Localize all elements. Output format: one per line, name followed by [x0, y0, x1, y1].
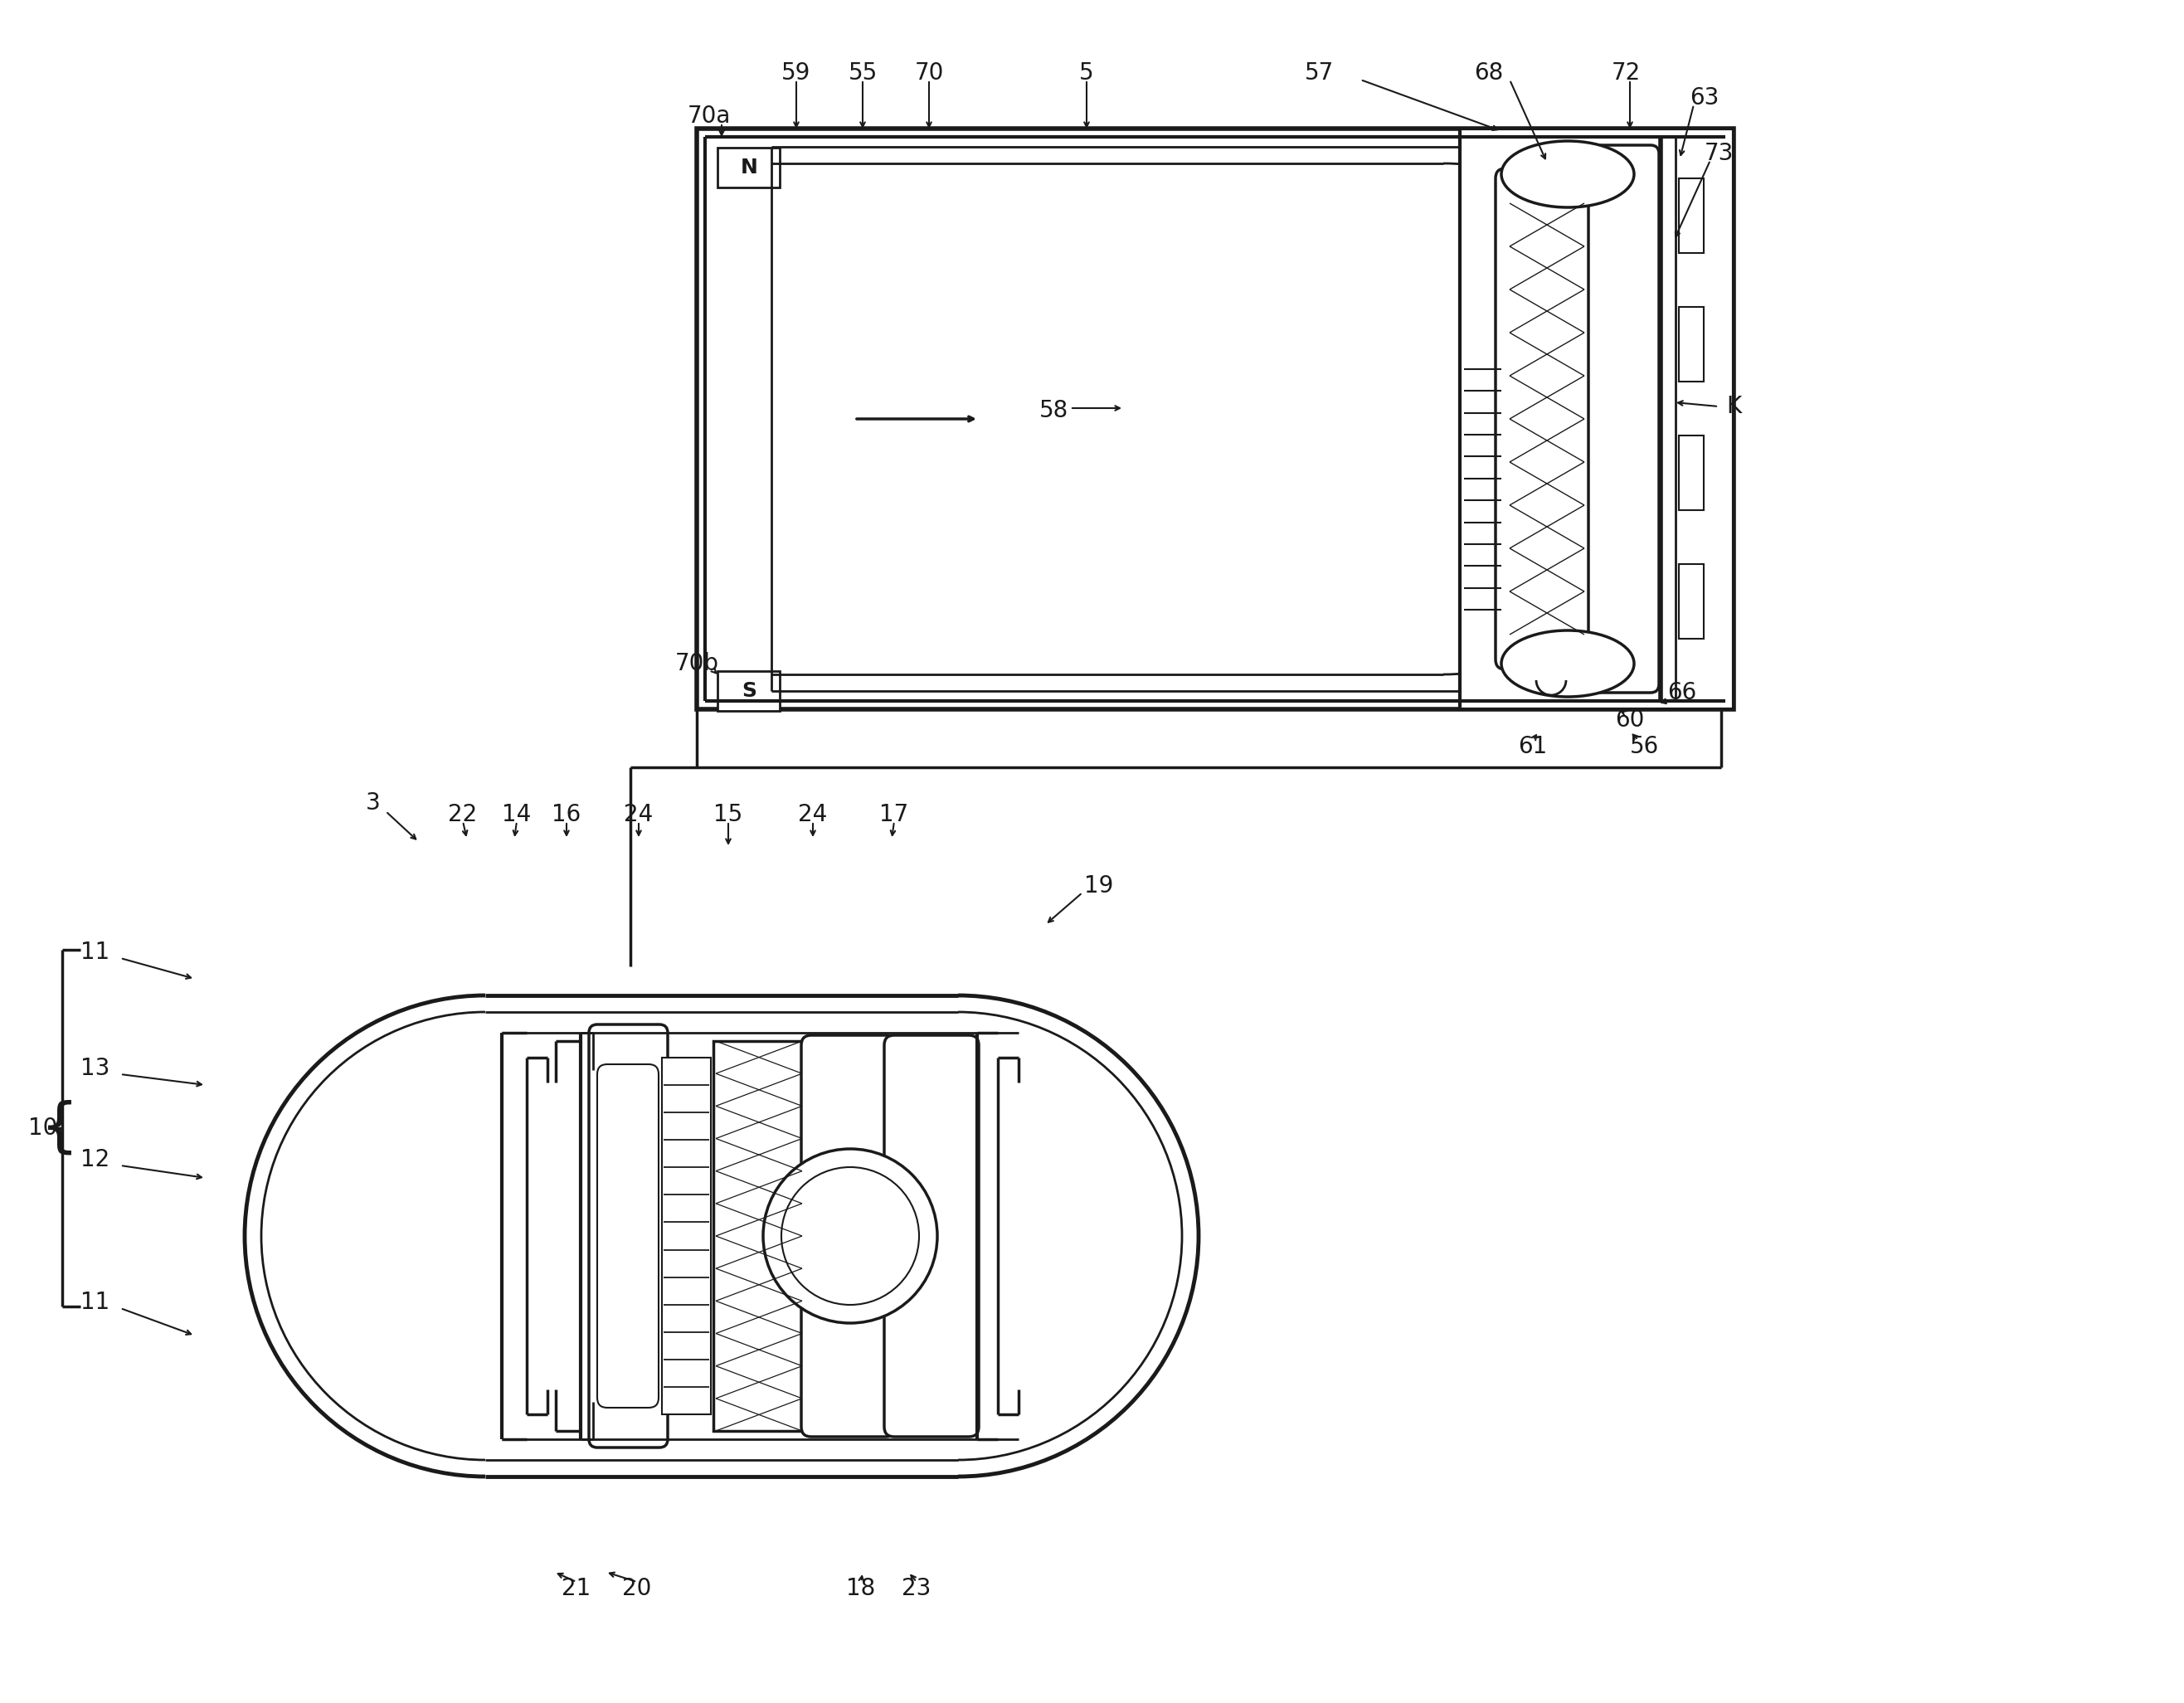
Text: 70: 70	[915, 61, 943, 85]
Bar	[719, 148, 780, 187]
Text: 11: 11	[81, 940, 109, 964]
Text: 14: 14	[502, 804, 531, 826]
Text: 57: 57	[1304, 61, 1334, 85]
Text: 72: 72	[1612, 61, 1640, 85]
Text: 11: 11	[81, 1291, 109, 1315]
Text: 17: 17	[880, 804, 909, 826]
Bar	[719, 671, 780, 710]
Text: 13: 13	[81, 1058, 109, 1080]
Text: 61: 61	[1518, 736, 1548, 758]
FancyBboxPatch shape	[1496, 169, 1599, 669]
Bar	[1679, 564, 1704, 639]
Ellipse shape	[762, 1150, 937, 1323]
Text: 24: 24	[799, 804, 828, 826]
Text: 63: 63	[1690, 87, 1719, 109]
Text: 22: 22	[448, 804, 478, 826]
Text: 56: 56	[1629, 736, 1658, 758]
Ellipse shape	[1500, 630, 1634, 697]
FancyBboxPatch shape	[885, 1035, 978, 1437]
Text: 19: 19	[1085, 874, 1114, 897]
Ellipse shape	[1500, 141, 1634, 208]
Text: 15: 15	[714, 804, 743, 826]
Text: 60: 60	[1616, 708, 1645, 732]
Text: 59: 59	[782, 61, 810, 85]
Text: 16: 16	[553, 804, 581, 826]
Text: 3: 3	[367, 792, 380, 814]
Text: 21: 21	[561, 1577, 592, 1601]
Text: 70a: 70a	[688, 104, 732, 128]
Text: 10: 10	[28, 1117, 57, 1139]
FancyBboxPatch shape	[802, 1035, 895, 1437]
Bar	[714, 1041, 804, 1431]
Bar	[1679, 436, 1704, 511]
Bar	[1679, 307, 1704, 381]
Ellipse shape	[782, 1167, 919, 1304]
Text: 73: 73	[1704, 141, 1734, 165]
Text: S: S	[743, 681, 756, 702]
Bar	[662, 1058, 710, 1413]
Bar	[1679, 179, 1704, 254]
Text: 12: 12	[81, 1148, 109, 1172]
Text: 70b: 70b	[675, 652, 719, 674]
FancyBboxPatch shape	[1588, 145, 1660, 693]
Bar	[1459, 128, 1734, 708]
Text: 68: 68	[1474, 61, 1503, 85]
Text: K: K	[1725, 395, 1741, 417]
Text: 18: 18	[847, 1577, 876, 1601]
Text: 58: 58	[1040, 399, 1068, 422]
Text: 5: 5	[1079, 61, 1094, 85]
Text: 23: 23	[902, 1577, 930, 1601]
Text: N: N	[740, 158, 758, 177]
Text: {: {	[41, 1100, 79, 1156]
Text: 24: 24	[625, 804, 653, 826]
Text: 20: 20	[622, 1577, 651, 1601]
Text: 66: 66	[1669, 681, 1697, 705]
Text: 55: 55	[847, 61, 878, 85]
Bar	[697, 128, 1734, 708]
FancyBboxPatch shape	[590, 1025, 668, 1448]
FancyBboxPatch shape	[596, 1064, 660, 1408]
